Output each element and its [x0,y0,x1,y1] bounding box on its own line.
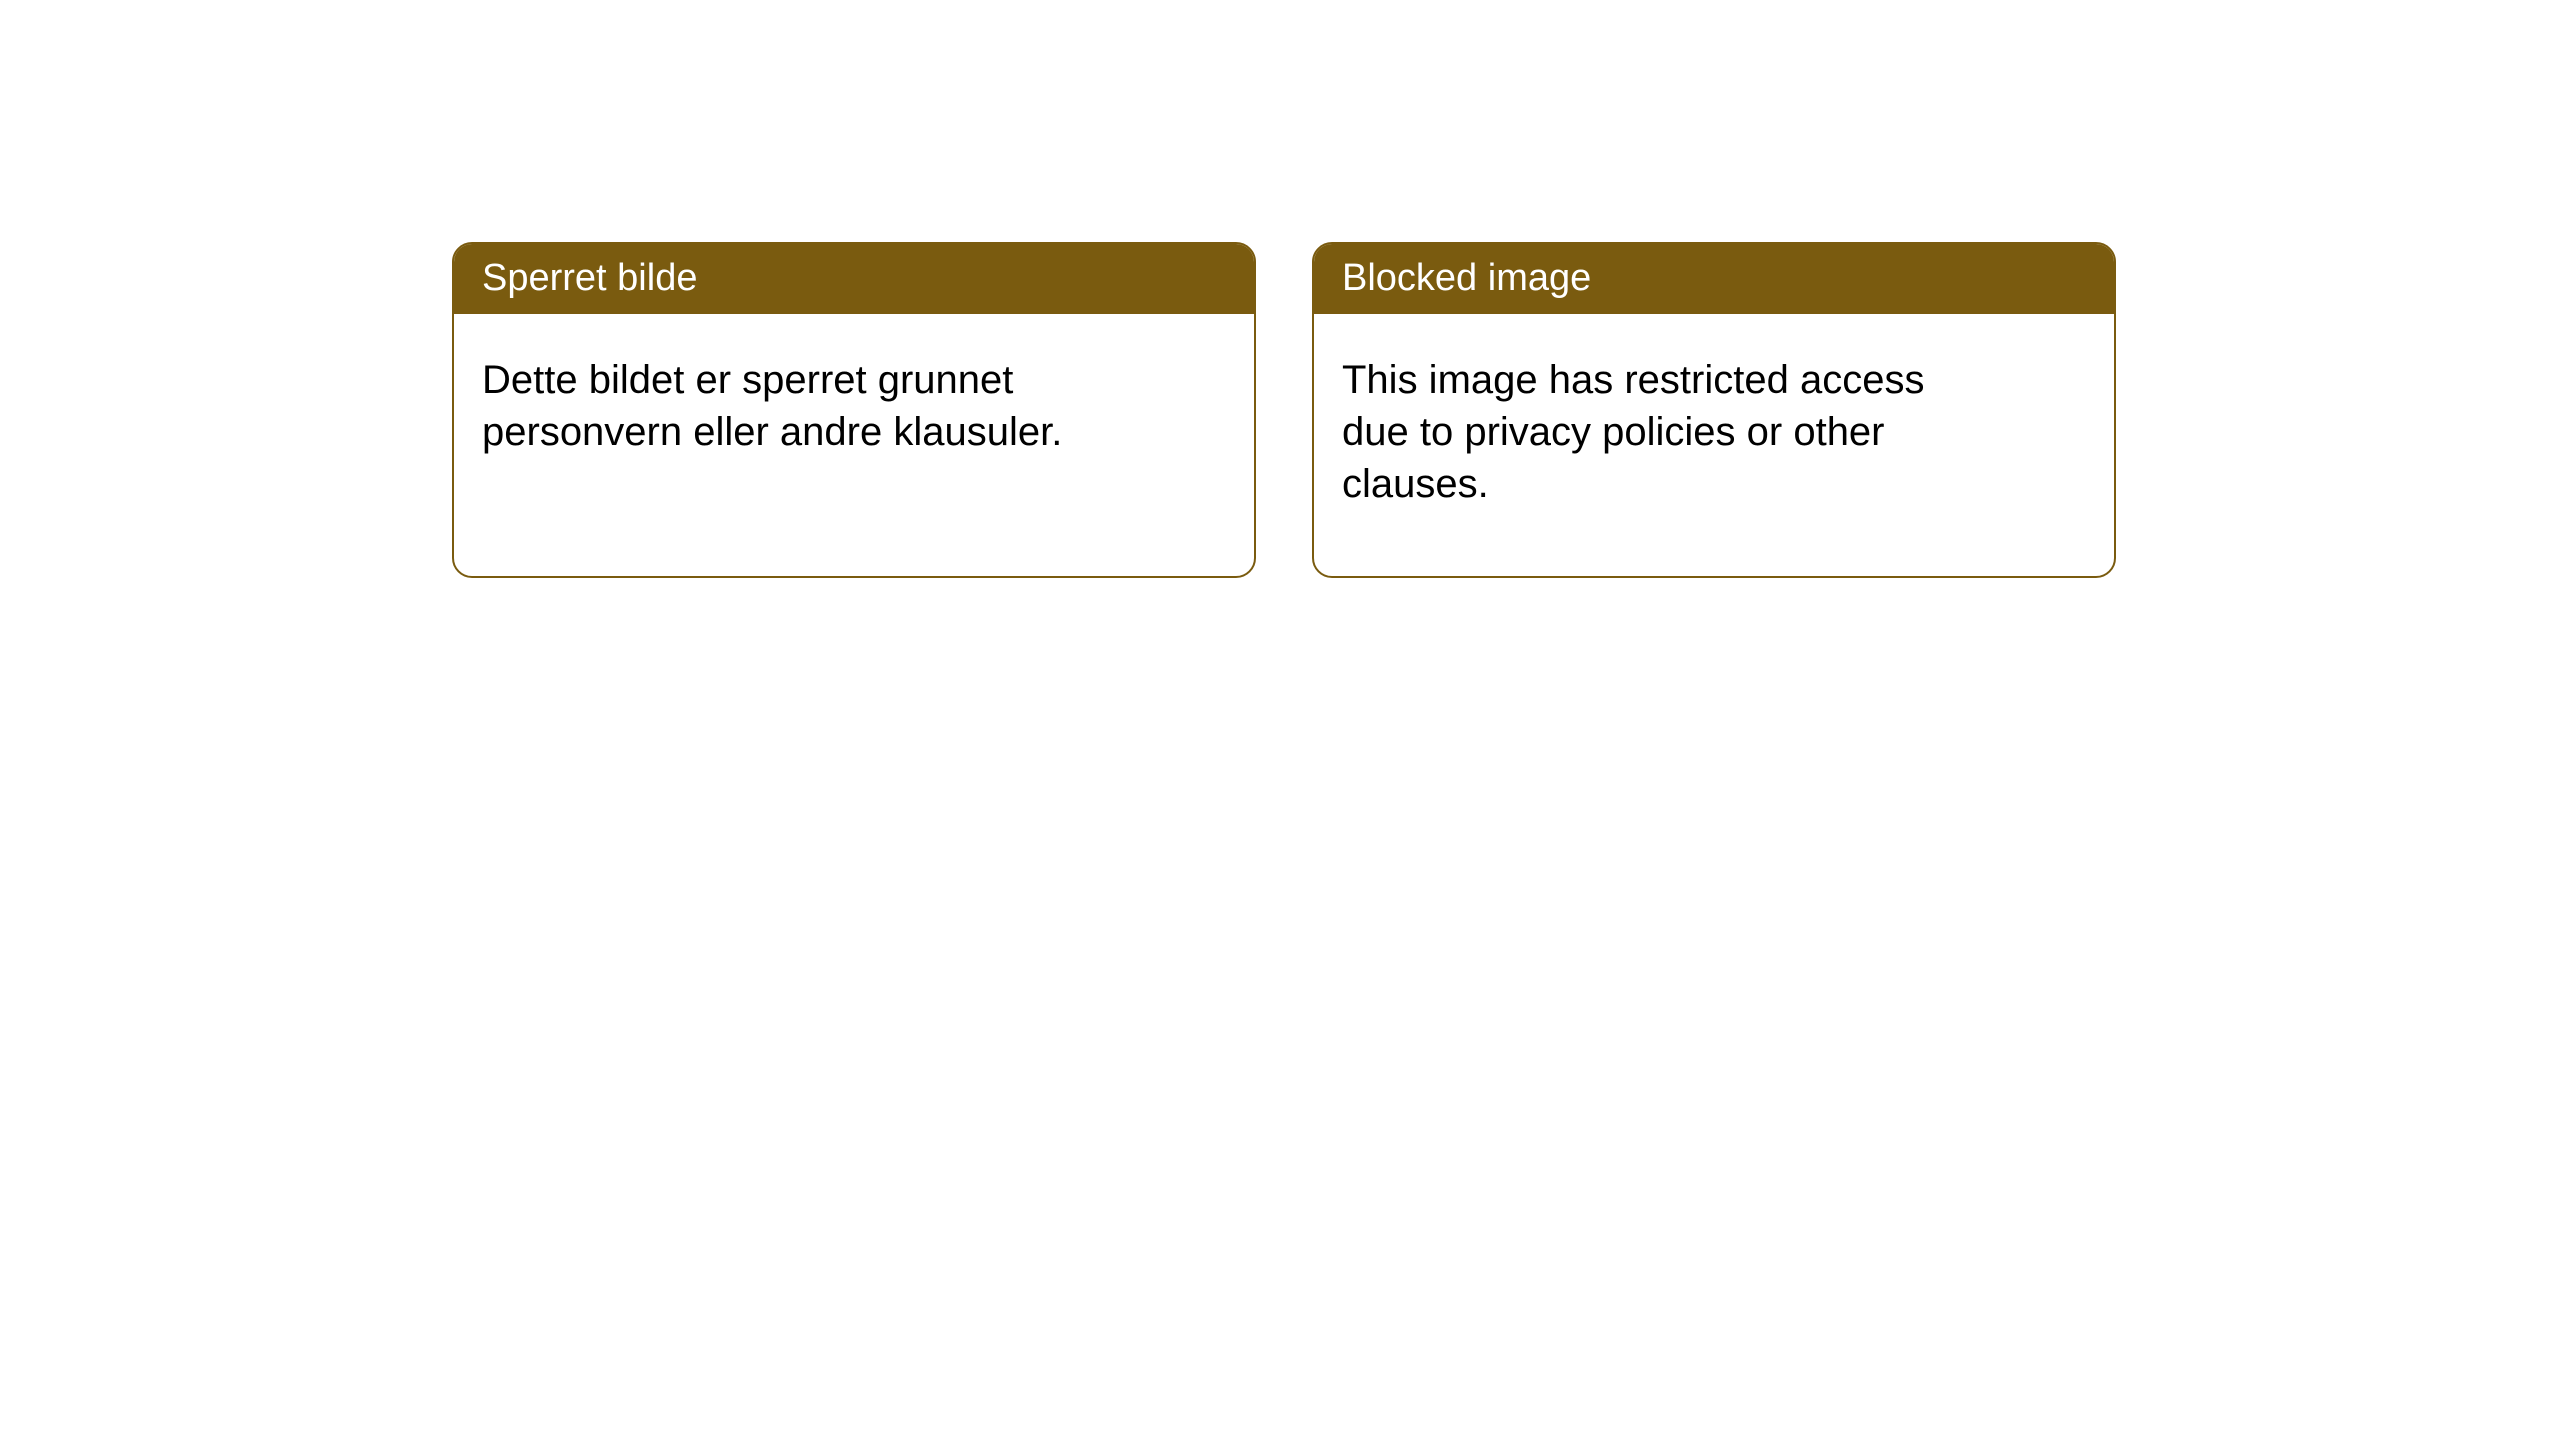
cards-container: Sperret bilde Dette bildet er sperret gr… [452,242,2116,578]
blocked-image-card-english: Blocked image This image has restricted … [1312,242,2116,578]
card-body-norwegian: Dette bildet er sperret grunnet personve… [454,314,1154,498]
card-header-norwegian: Sperret bilde [454,244,1254,314]
blocked-image-card-norwegian: Sperret bilde Dette bildet er sperret gr… [452,242,1256,578]
card-body-english: This image has restricted access due to … [1314,314,2014,550]
card-header-english: Blocked image [1314,244,2114,314]
